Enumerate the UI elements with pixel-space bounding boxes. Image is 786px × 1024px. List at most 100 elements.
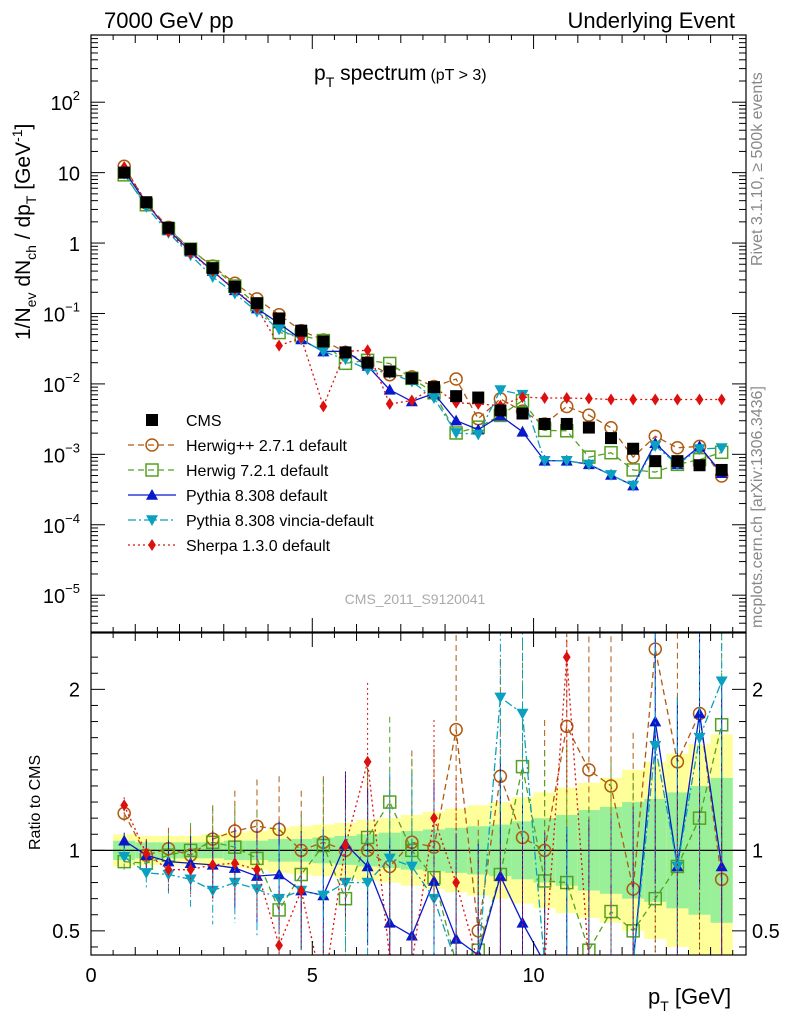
marker-diamond	[319, 986, 327, 998]
legend-entry: Pythia 8.308 vincia-default	[128, 513, 374, 530]
legend-label: Herwig++ 2.7.1 default	[186, 438, 348, 455]
marker-open-circle	[449, 372, 463, 386]
marker-diamond	[562, 392, 571, 405]
marker-open-square	[626, 463, 640, 477]
marker-square	[339, 346, 352, 359]
marker-triangle-down	[317, 890, 330, 902]
legend-label: Pythia 8.308 default	[186, 488, 328, 505]
marker-triangle-down	[715, 676, 728, 688]
marker-square	[516, 407, 529, 420]
marker-square	[472, 391, 485, 404]
ratio-tick-label: 0.5	[52, 921, 80, 943]
marker-diamond	[253, 863, 261, 876]
marker-triangle-down	[273, 893, 286, 905]
y-tick-label: 10−3	[43, 440, 80, 467]
marker-diamond	[540, 392, 549, 405]
marker-triangle-down	[561, 958, 573, 969]
series-line	[123, 165, 723, 477]
marker-triangle-down	[516, 708, 529, 720]
marker-square	[427, 381, 440, 394]
marker-triangle-down	[317, 346, 330, 358]
marker-diamond	[651, 393, 660, 406]
series-ratio-line	[123, 657, 589, 955]
marker-square	[250, 297, 263, 310]
marker-open-circle	[604, 421, 618, 435]
marker-triangle-down	[383, 853, 396, 865]
marker-triangle-down	[583, 958, 595, 969]
marker-diamond	[718, 957, 726, 969]
marker-triangle-up	[516, 425, 529, 437]
marker-triangle-down	[605, 958, 617, 969]
main-frame	[90, 34, 747, 633]
marker-triangle-up	[146, 489, 158, 500]
ratio-tick-label-right: 1	[752, 840, 763, 862]
marker-triangle-down	[118, 851, 131, 863]
marker-square	[228, 280, 241, 293]
marker-diamond	[407, 394, 416, 407]
marker-triangle-up	[383, 383, 396, 395]
marker-triangle-down	[450, 958, 462, 969]
marker-triangle-down	[582, 459, 595, 471]
marker-diamond	[452, 876, 461, 889]
marker-diamond	[629, 957, 637, 969]
axes: 0 5 10 10−5 10−4 10−3 10−2 10−1 1 10 102 0.5 0.5 1 1 2 2	[43, 34, 780, 987]
marker-square	[605, 432, 618, 445]
y-tick-label: 1	[69, 234, 80, 256]
marker-square	[206, 262, 219, 275]
marker-open-square	[450, 957, 462, 969]
marker-square	[140, 196, 153, 209]
series-line	[123, 173, 722, 487]
marker-open-circle	[471, 412, 485, 426]
marker-square	[671, 455, 684, 468]
ratio-tick-label: 1	[69, 840, 80, 862]
marker-triangle-down	[494, 385, 507, 397]
marker-open-square	[145, 463, 159, 477]
marker-triangle-up	[627, 957, 639, 968]
series-ratio-5	[120, 633, 726, 998]
header-left: 7000 GeV pp	[104, 8, 234, 33]
marker-triangle-down	[472, 429, 485, 441]
x-tick-label: 0	[85, 965, 96, 987]
marker-triangle-up	[516, 916, 529, 928]
marker-square	[118, 166, 131, 179]
marker-diamond	[230, 857, 239, 870]
series-line	[123, 166, 722, 409]
ratio-frame	[90, 632, 747, 956]
series-main-5	[120, 161, 726, 413]
series-ratio-line	[123, 713, 723, 955]
legend-entry: Sherpa 1.3.0 default	[128, 538, 331, 555]
ratio-tick-label: 2	[69, 679, 80, 701]
marker-diamond	[208, 858, 217, 871]
marker-triangle-down	[693, 444, 706, 456]
side-label-top: Rivet 3.1.10, ≥ 500k events	[749, 72, 766, 266]
marker-diamond	[297, 884, 306, 897]
ratio-y-axis-label: Ratio to CMS	[27, 755, 44, 850]
marker-square	[649, 455, 662, 468]
series-cms	[118, 166, 728, 476]
marker-square	[494, 404, 507, 417]
legend-entry: CMS	[146, 413, 222, 430]
marker-triangle-down	[649, 740, 662, 752]
marker-diamond	[695, 393, 704, 406]
marker-square	[273, 312, 286, 325]
marker-diamond	[363, 344, 372, 357]
ratio-tick-label-right: 2	[752, 679, 763, 701]
legend: CMS Herwig++ 2.7.1 default Herwig 7.2.1 de…	[128, 413, 374, 555]
marker-square	[295, 324, 308, 337]
marker-diamond	[518, 391, 527, 404]
legend-entry: Herwig 7.2.1 default	[128, 463, 329, 480]
y-tick-label: 102	[51, 88, 80, 115]
marker-diamond	[148, 539, 156, 551]
marker-triangle-down	[184, 874, 197, 886]
marker-triangle-up	[605, 957, 617, 968]
y-tick-label: 10	[58, 164, 80, 186]
marker-diamond	[430, 812, 438, 825]
marker-diamond	[408, 957, 416, 969]
marker-triangle-down	[693, 732, 706, 744]
header-right: Underlying Event	[567, 8, 735, 33]
marker-square	[405, 372, 418, 385]
marker-triangle-down	[560, 455, 573, 467]
marker-diamond	[607, 957, 615, 969]
x-tick-label: 5	[307, 965, 318, 987]
